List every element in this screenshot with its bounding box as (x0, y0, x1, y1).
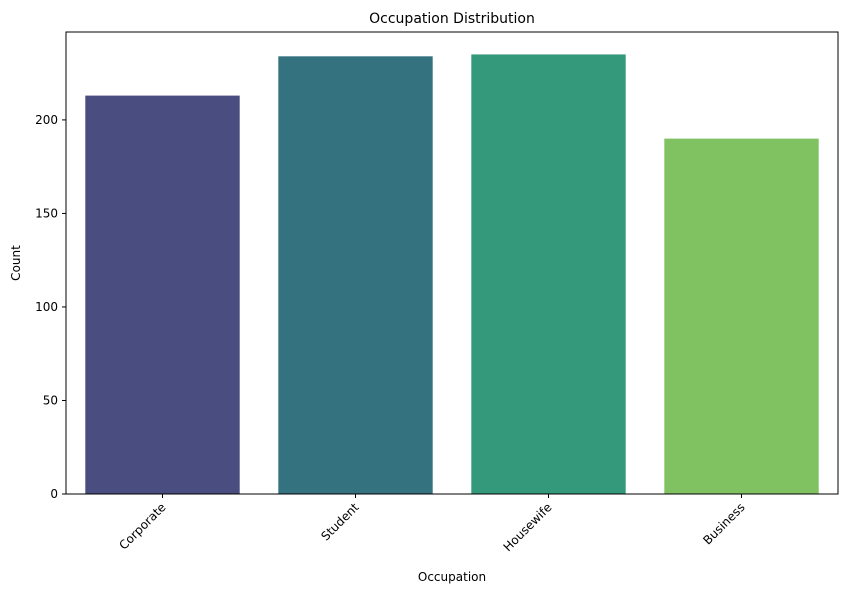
y-tick-label: 200 (35, 113, 58, 127)
y-tick-label: 50 (43, 393, 58, 407)
y-tick-label: 100 (35, 300, 58, 314)
y-axis-label: Count (9, 245, 23, 281)
x-axis-label: Occupation (418, 570, 486, 584)
y-tick-label: 150 (35, 206, 58, 220)
bar-corporate (85, 95, 240, 494)
bar-housewife (471, 54, 626, 494)
chart-title: Occupation Distribution (369, 11, 535, 27)
y-axis-ticks: 0 50 100 150 200 (35, 113, 66, 501)
bars-group (85, 54, 819, 494)
y-tick-label: 0 (50, 487, 58, 501)
bar-student (278, 56, 433, 494)
plot-frame (65, 31, 839, 495)
bar-business (664, 138, 819, 494)
